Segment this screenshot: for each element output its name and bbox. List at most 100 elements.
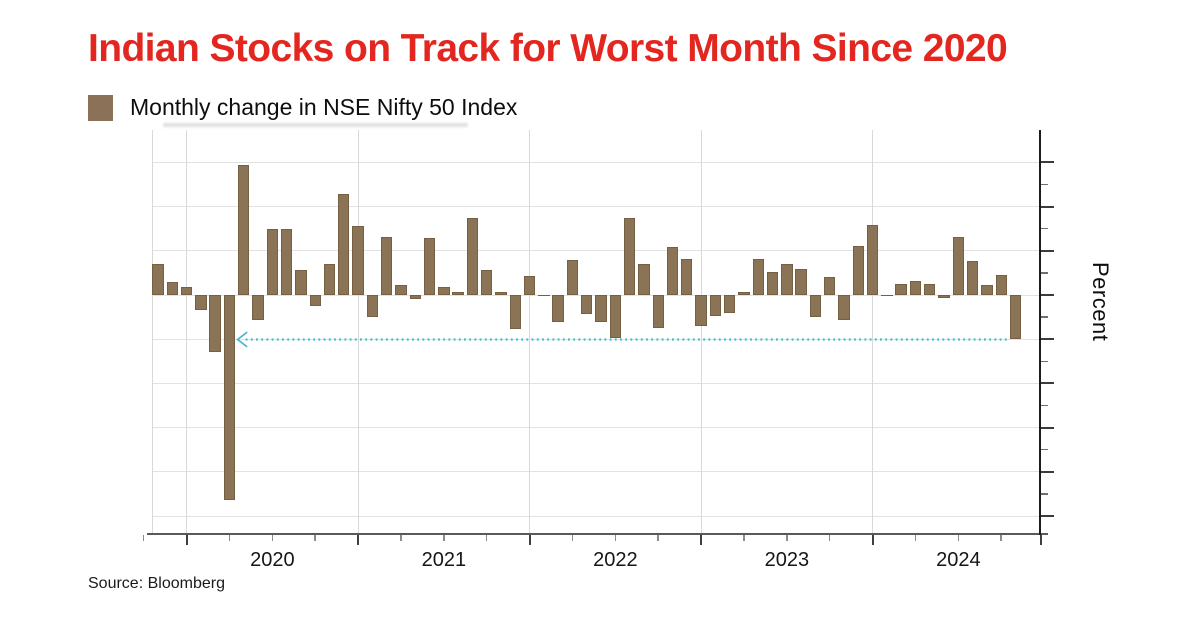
bar <box>238 165 250 295</box>
x-tick-major <box>357 535 360 545</box>
legend-swatch <box>88 94 113 121</box>
cropped-text-remnant <box>163 123 468 127</box>
y-tick-minor <box>1041 493 1048 495</box>
bar <box>795 269 807 295</box>
bar <box>738 292 750 295</box>
x-tick-minor <box>786 535 788 541</box>
bar <box>781 264 793 295</box>
x-tick-minor <box>271 535 274 541</box>
bar <box>538 295 550 296</box>
bar <box>566 259 579 295</box>
y-tick-major <box>1041 249 1054 252</box>
bar <box>466 218 479 295</box>
x-tick-minor <box>828 535 831 541</box>
bar <box>495 292 507 295</box>
x-axis-year-label: 2021 <box>421 549 467 571</box>
y-tick-major <box>1041 515 1054 517</box>
bar <box>352 226 364 295</box>
bar <box>152 264 164 295</box>
bar <box>409 295 421 299</box>
bar <box>266 228 279 295</box>
x-tick-minor <box>443 535 445 541</box>
y-tick-minor <box>1041 316 1048 318</box>
bar <box>809 295 822 318</box>
y-axis-spine <box>1039 130 1041 535</box>
bar <box>852 246 864 295</box>
x-tick-minor <box>314 535 316 541</box>
bar <box>166 281 178 295</box>
x-axis-year-label: 2022 <box>593 549 638 571</box>
gridline-vertical <box>529 130 531 534</box>
y-tick-major <box>1041 205 1054 208</box>
gridline-vertical <box>186 130 188 534</box>
y-tick-minor <box>1041 227 1048 230</box>
bar <box>666 247 679 295</box>
bar <box>552 295 564 323</box>
x-tick-minor <box>400 535 402 541</box>
bar <box>681 258 693 295</box>
legend-label: Monthly change in NSE Nifty 50 Index <box>130 94 518 120</box>
bar <box>323 264 336 295</box>
bar <box>252 295 264 320</box>
source-attribution: Source: Bloomberg <box>88 575 225 592</box>
x-tick-minor <box>142 535 145 541</box>
x-tick-minor <box>571 535 574 541</box>
chart-plot-area <box>152 130 1040 534</box>
bar <box>981 285 993 295</box>
gridline-horizontal <box>152 471 1040 473</box>
bar <box>595 295 607 322</box>
gridline-horizontal <box>152 161 1040 163</box>
bar <box>895 284 907 295</box>
gridline-vertical <box>700 130 702 534</box>
x-tick-major <box>700 535 703 545</box>
bar <box>966 260 979 295</box>
x-axis-year-label: 2024 <box>936 549 981 571</box>
bar <box>766 272 779 295</box>
y-axis-label: Percent <box>1088 262 1113 342</box>
bar <box>295 270 307 295</box>
y-tick-minor <box>1041 183 1048 186</box>
x-tick-minor <box>957 535 960 541</box>
bar <box>380 236 393 295</box>
bar <box>652 295 664 328</box>
bar <box>438 287 450 295</box>
bar <box>952 236 965 295</box>
bar <box>209 295 221 352</box>
chart-legend: Monthly change in NSE Nifty 50 Index <box>88 94 517 121</box>
x-axis-year-label: 2020 <box>250 549 295 571</box>
y-tick-major <box>1041 426 1054 429</box>
bar <box>938 295 950 298</box>
gridline-horizontal <box>152 427 1040 429</box>
annotation-arrow-line <box>236 331 1010 348</box>
bar <box>581 295 593 314</box>
gridline-horizontal <box>152 515 1040 517</box>
x-tick-minor <box>1000 535 1002 541</box>
bar <box>881 295 893 296</box>
y-tick-minor <box>1041 448 1048 451</box>
x-tick-major <box>871 535 874 545</box>
bar <box>638 264 650 295</box>
bar <box>452 292 464 295</box>
bar <box>481 270 493 295</box>
bar <box>509 295 521 330</box>
x-tick-minor <box>657 535 659 541</box>
bar <box>280 228 293 295</box>
bar <box>423 237 436 295</box>
bar <box>995 274 1007 295</box>
x-tick-minor <box>228 535 231 541</box>
gridline-vertical <box>357 130 359 534</box>
bar <box>195 295 207 311</box>
bar <box>866 225 879 295</box>
bar <box>824 277 836 295</box>
bar <box>909 280 922 295</box>
gridline-vertical <box>872 130 874 534</box>
gridline-horizontal <box>152 382 1040 384</box>
bar <box>395 285 407 295</box>
x-tick-major <box>528 535 531 545</box>
x-tick-minor <box>743 535 745 541</box>
page-title: Indian Stocks on Track for Worst Month S… <box>88 27 1008 70</box>
bar <box>695 295 707 326</box>
x-tick-major <box>185 535 188 545</box>
bar <box>838 295 850 320</box>
